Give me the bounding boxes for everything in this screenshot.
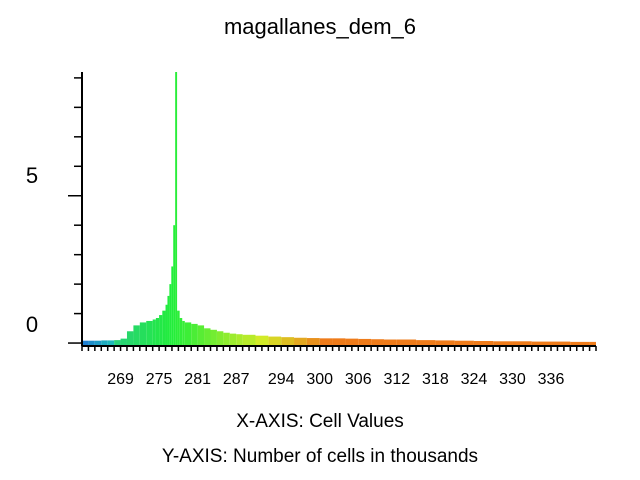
x-tick-label: 324 xyxy=(461,371,488,388)
histogram-bar xyxy=(281,337,295,346)
histogram-bar xyxy=(173,225,176,346)
histogram-bar xyxy=(165,304,168,346)
histogram-bar xyxy=(175,72,178,346)
y-tick-label-5: 5 xyxy=(26,163,38,188)
histogram-bar xyxy=(177,310,180,346)
histogram-bar xyxy=(126,331,134,346)
x-tick-label: 312 xyxy=(383,371,410,388)
histogram-bar xyxy=(191,323,198,346)
x-tick-label: 294 xyxy=(268,371,295,388)
histogram-bar xyxy=(268,336,282,346)
histogram-bar xyxy=(396,339,417,346)
histogram-bar xyxy=(162,310,166,346)
histogram-bar xyxy=(223,332,230,346)
histogram-bar xyxy=(531,341,552,346)
histogram-bar xyxy=(319,338,333,346)
histogram-bar xyxy=(171,266,174,346)
histogram-bars xyxy=(82,72,596,346)
histogram-bar xyxy=(216,331,224,346)
y-axis-title: Y-AXIS: Number of cells in thousands xyxy=(162,446,478,467)
x-tick-label: 306 xyxy=(345,371,372,388)
x-tick-label: 287 xyxy=(223,371,250,388)
x-tick-label: 300 xyxy=(306,371,333,388)
histogram-bar xyxy=(236,334,243,346)
histogram-bar xyxy=(294,337,307,346)
histogram-bar xyxy=(184,322,192,346)
histogram-bar xyxy=(383,339,397,346)
histogram-bar xyxy=(204,328,211,346)
histogram-bar xyxy=(512,341,532,346)
histogram-bar xyxy=(416,340,436,346)
histogram-bar xyxy=(120,338,127,346)
histogram-bar xyxy=(152,319,156,346)
x-tick-label: 336 xyxy=(538,371,565,388)
histogram-bar xyxy=(146,320,153,346)
histogram-bar xyxy=(345,338,359,346)
histogram-bar xyxy=(101,340,108,346)
x-tick-label: 318 xyxy=(422,371,449,388)
x-tick-label: 281 xyxy=(184,371,211,388)
histogram-bar xyxy=(454,340,474,346)
x-tick-label: 330 xyxy=(499,371,526,388)
histogram-bar xyxy=(159,315,163,346)
histogram-bar xyxy=(371,339,384,346)
histogram-bar xyxy=(242,334,256,346)
histogram-bar xyxy=(197,325,205,346)
histogram-bar xyxy=(229,333,237,346)
histogram-bar xyxy=(551,341,571,346)
histogram-bar xyxy=(358,338,372,346)
x-minor-ticks xyxy=(81,346,597,351)
histogram-bar xyxy=(114,340,121,346)
y-minor-ticks xyxy=(68,77,82,344)
histogram-bar xyxy=(88,340,95,346)
histogram-bar xyxy=(332,338,346,346)
histogram-bar xyxy=(139,322,147,346)
histogram-bar xyxy=(169,284,172,346)
histogram-bar xyxy=(179,318,183,346)
histogram-bar xyxy=(210,329,217,346)
histogram-bar xyxy=(182,320,185,346)
x-tick-labels: 269 275 281 287 294 300 306 312 318 324 330 336 xyxy=(107,371,564,388)
histogram-bar xyxy=(570,341,590,346)
histogram-bar xyxy=(133,325,140,346)
x-axis-title: X-AXIS: Cell Values xyxy=(236,411,404,432)
histogram-bar xyxy=(306,338,320,346)
x-tick-label: 275 xyxy=(146,371,173,388)
histogram-bar xyxy=(589,341,596,346)
y-tick-label-0: 0 xyxy=(26,312,38,337)
histogram-bar xyxy=(255,335,269,346)
histogram-bar xyxy=(435,340,455,346)
histogram-bar xyxy=(82,340,89,346)
histogram-bar xyxy=(107,340,115,346)
histogram-bar xyxy=(493,341,513,346)
histogram-bar xyxy=(94,340,102,346)
histogram-bar xyxy=(473,340,494,346)
histogram-bar xyxy=(155,318,160,346)
histogram-bar xyxy=(167,295,170,346)
chart-title: magallanes_dem_6 xyxy=(224,14,416,39)
x-tick-label: 269 xyxy=(107,371,134,388)
